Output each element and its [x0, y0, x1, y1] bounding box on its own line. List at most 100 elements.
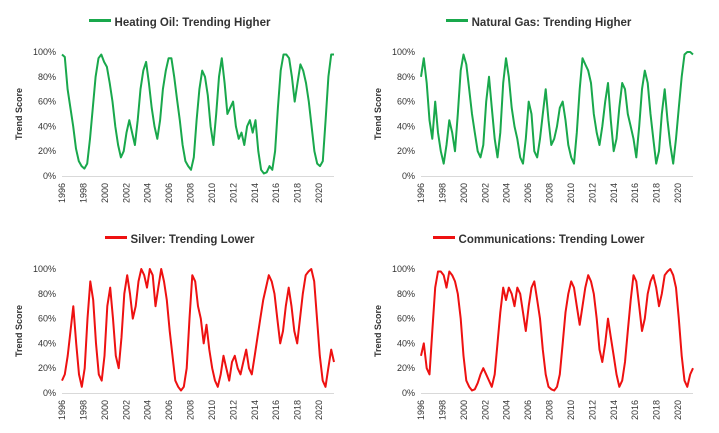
- x-tick-label: 2002: [480, 183, 490, 203]
- x-tick-label: 1996: [416, 183, 426, 203]
- y-tick-label: 80%: [397, 289, 415, 299]
- x-tick-label: 2008: [545, 183, 555, 203]
- y-tick-label: 60%: [397, 314, 415, 324]
- legend: Silver: Trending Lower: [0, 234, 359, 246]
- y-tick-label: 100%: [33, 47, 56, 57]
- x-tick-label: 2006: [164, 400, 174, 420]
- x-tick-label: 2010: [566, 183, 576, 203]
- x-tick-label: 2016: [271, 400, 281, 420]
- x-tick-label: 2002: [121, 183, 131, 203]
- x-tick-label: 2020: [314, 183, 324, 203]
- y-tick-label: 100%: [33, 264, 56, 274]
- legend: Heating Oil: Trending Higher: [0, 17, 359, 29]
- series-line: [61, 268, 335, 392]
- x-tick-label: 2020: [673, 400, 683, 420]
- y-tick-label: 40%: [38, 121, 56, 131]
- y-tick-label: 60%: [38, 97, 56, 107]
- x-tick-label: 2004: [502, 183, 512, 203]
- y-tick-label: 20%: [397, 363, 415, 373]
- legend-label: Silver: Trending Lower: [130, 234, 255, 246]
- x-tick-label: 1998: [78, 400, 88, 420]
- legend: Communications: Trending Lower: [359, 234, 718, 246]
- x-tick-label: 2018: [293, 400, 303, 420]
- chart-panel-heating-oil: Heating Oil: Trending Higher 0% 20% 40% 60%…: [0, 0, 359, 216]
- y-tick-label: 0%: [402, 171, 415, 181]
- x-tick-label: 2006: [523, 400, 533, 420]
- x-tick-label: 2016: [271, 183, 281, 203]
- x-tick-label: 2012: [228, 183, 238, 203]
- x-tick-label: 2016: [630, 183, 640, 203]
- y-tick-label: 20%: [397, 146, 415, 156]
- series-line: [420, 268, 694, 392]
- x-tick-label: 2018: [293, 183, 303, 203]
- y-tick-label: 60%: [397, 97, 415, 107]
- y-tick-label: 0%: [43, 171, 56, 181]
- x-tick-label: 2000: [459, 400, 469, 420]
- y-tick-label: 40%: [397, 338, 415, 348]
- x-tick-label: 2018: [652, 183, 662, 203]
- x-tick-label: 2018: [652, 400, 662, 420]
- y-tick-label: 20%: [38, 363, 56, 373]
- legend-label: Natural Gas: Trending Higher: [471, 17, 632, 29]
- x-tick-label: 2020: [314, 400, 324, 420]
- y-tick-label: 80%: [38, 289, 56, 299]
- x-tick-label: 2020: [673, 183, 683, 203]
- chart-svg: 0% 20% 40% 60% 80% 100% Trend Score 1996 1998 200…: [14, 264, 335, 420]
- x-tick-label: 2016: [630, 400, 640, 420]
- x-tick-label: 2012: [587, 183, 597, 203]
- legend-swatch: [104, 236, 127, 240]
- x-tick-label: 2008: [545, 400, 555, 420]
- y-tick-label: 60%: [38, 314, 56, 324]
- x-tick-label: 2008: [186, 183, 196, 203]
- legend: Natural Gas: Trending Higher: [359, 17, 718, 29]
- x-tick-label: 2006: [523, 183, 533, 203]
- chart-panel-natural-gas: Natural Gas: Trending Higher 0% 20% 40% 60%…: [359, 0, 718, 216]
- x-tick-label: 1998: [437, 183, 447, 203]
- y-tick-label: 20%: [38, 146, 56, 156]
- x-tick-label: 2010: [207, 400, 217, 420]
- legend-swatch: [432, 236, 455, 240]
- x-tick-label: 2014: [609, 183, 619, 203]
- x-tick-label: 2006: [164, 183, 174, 203]
- x-tick-label: 2004: [502, 400, 512, 420]
- legend-label: Communications: Trending Lower: [458, 234, 645, 246]
- x-tick-label: 2004: [143, 400, 153, 420]
- x-tick-label: 2000: [459, 183, 469, 203]
- y-axis-label: Trend Score: [373, 305, 383, 357]
- y-axis-label: Trend Score: [373, 88, 383, 140]
- y-tick-label: 0%: [402, 388, 415, 398]
- y-axis-label: Trend Score: [14, 305, 24, 357]
- x-tick-label: 2010: [566, 400, 576, 420]
- x-tick-label: 2014: [609, 400, 619, 420]
- y-tick-label: 80%: [397, 72, 415, 82]
- x-tick-label: 2014: [250, 183, 260, 203]
- x-tick-label: 2014: [250, 400, 260, 420]
- x-tick-label: 2002: [121, 400, 131, 420]
- y-axis-label: Trend Score: [14, 88, 24, 140]
- x-tick-label: 1998: [78, 183, 88, 203]
- legend-swatch: [445, 19, 468, 23]
- x-tick-label: 1998: [437, 400, 447, 420]
- y-tick-label: 0%: [43, 388, 56, 398]
- y-tick-label: 100%: [392, 47, 415, 57]
- x-tick-label: 2000: [100, 183, 110, 203]
- chart-svg: 0% 20% 40% 60% 80% 100% Trend Score 1996 1998 200…: [14, 47, 334, 203]
- legend-swatch: [88, 19, 111, 23]
- y-tick-label: 100%: [392, 264, 415, 274]
- x-tick-label: 1996: [416, 400, 426, 420]
- series-line: [61, 53, 334, 175]
- chart-panel-silver: Silver: Trending Lower 0% 20% 40% 60% 80% 100…: [0, 217, 359, 433]
- x-tick-label: 2002: [480, 400, 490, 420]
- x-tick-label: 2012: [228, 400, 238, 420]
- y-tick-label: 40%: [397, 121, 415, 131]
- chart-svg: 0% 20% 40% 60% 80% 100% Trend Score 1996 1998 200…: [373, 264, 694, 420]
- x-tick-label: 2008: [186, 400, 196, 420]
- chart-panel-communications: Communications: Trending Lower 0% 20% 40% 6…: [359, 217, 718, 433]
- x-tick-label: 1996: [57, 183, 67, 203]
- y-tick-label: 40%: [38, 338, 56, 348]
- y-tick-label: 80%: [38, 72, 56, 82]
- x-tick-label: 2012: [587, 400, 597, 420]
- x-tick-label: 1996: [57, 400, 67, 420]
- x-tick-label: 2000: [100, 400, 110, 420]
- chart-svg: 0% 20% 40% 60% 80% 100% Trend Score 1996 1998 200…: [373, 47, 694, 203]
